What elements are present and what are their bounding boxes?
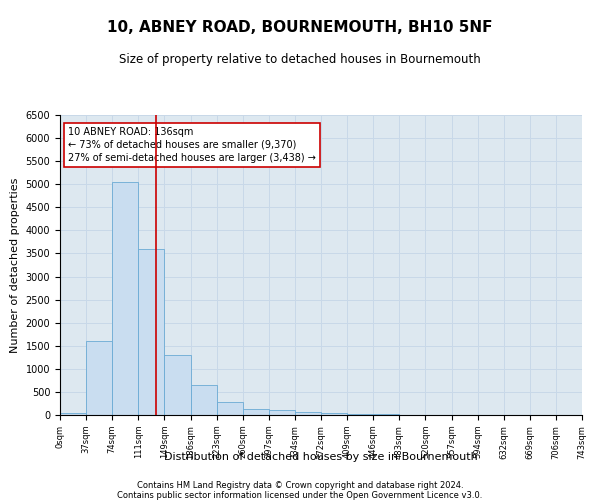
Bar [164, 355, 191, 415]
Bar [191, 385, 217, 415]
Bar [112, 182, 139, 415]
Bar [243, 409, 269, 415]
Bar [373, 414, 400, 415]
Bar [321, 412, 347, 415]
Text: Contains HM Land Registry data © Crown copyright and database right 2024.: Contains HM Land Registry data © Crown c… [137, 481, 463, 490]
Text: Distribution of detached houses by size in Bournemouth: Distribution of detached houses by size … [164, 452, 478, 462]
Text: 10, ABNEY ROAD, BOURNEMOUTH, BH10 5NF: 10, ABNEY ROAD, BOURNEMOUTH, BH10 5NF [107, 20, 493, 35]
Text: Size of property relative to detached houses in Bournemouth: Size of property relative to detached ho… [119, 52, 481, 66]
Bar [217, 402, 243, 415]
Bar [295, 412, 321, 415]
Bar [86, 341, 112, 415]
Bar [347, 414, 373, 415]
Text: 10 ABNEY ROAD: 136sqm
← 73% of detached houses are smaller (9,370)
27% of semi-d: 10 ABNEY ROAD: 136sqm ← 73% of detached … [68, 126, 316, 163]
Bar [60, 412, 86, 415]
Bar [139, 249, 164, 415]
Text: Contains public sector information licensed under the Open Government Licence v3: Contains public sector information licen… [118, 491, 482, 500]
Bar [269, 410, 295, 415]
Y-axis label: Number of detached properties: Number of detached properties [10, 178, 20, 352]
